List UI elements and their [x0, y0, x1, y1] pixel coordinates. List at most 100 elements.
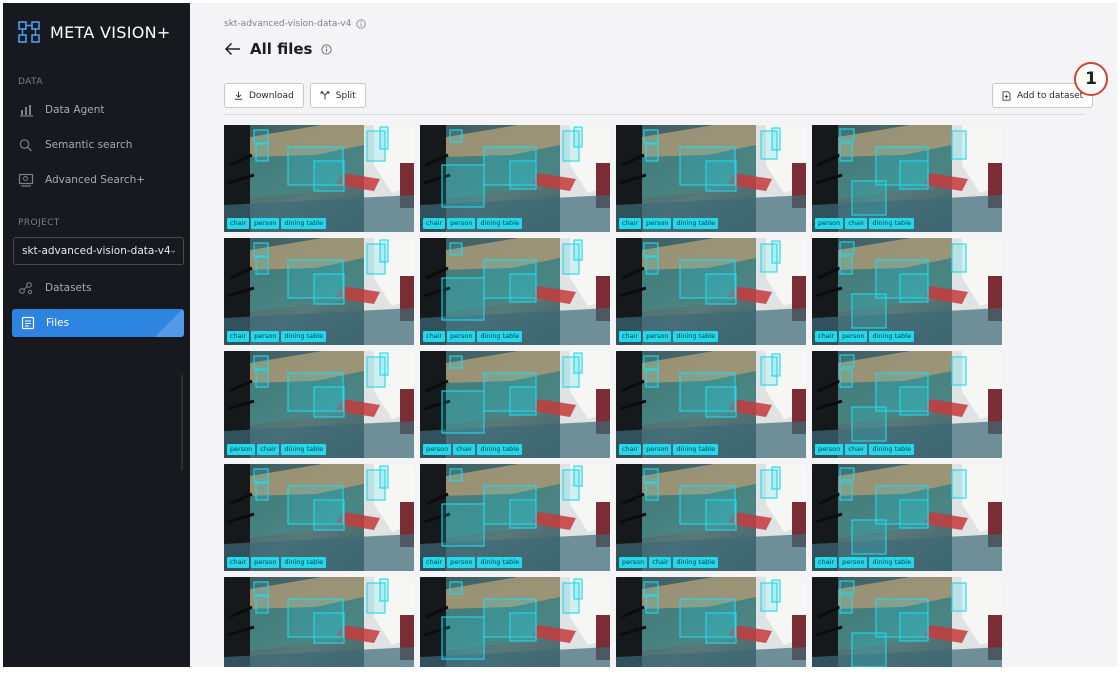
label-tag: person: [423, 444, 452, 455]
bounding-box: [379, 578, 389, 602]
label-tag: person: [643, 331, 672, 342]
chevron-down-icon: [170, 249, 175, 253]
file-thumbnail[interactable]: chair person dining table: [224, 125, 414, 232]
bounding-box: [951, 469, 967, 499]
bounding-box: [573, 578, 583, 600]
file-thumbnail[interactable]: [812, 577, 1002, 667]
main-content: skt-advanced-vision-data-v4 All files: [190, 3, 1117, 667]
split-button[interactable]: Split: [309, 83, 366, 108]
sidebar-item-data-agent[interactable]: Data Agent: [18, 100, 105, 120]
file-thumbnail[interactable]: person chair dining table: [812, 351, 1002, 458]
sidebar-item-files[interactable]: Files: [12, 309, 184, 337]
label-tags: chair person dining table: [619, 331, 719, 342]
breadcrumb-project[interactable]: skt-advanced-vision-data-v4: [224, 19, 352, 29]
split-icon: [320, 91, 330, 100]
app-name: META VISION+: [50, 22, 171, 42]
bounding-box: [255, 594, 269, 614]
bounding-box: [875, 485, 929, 525]
file-thumbnail[interactable]: chair person dining table: [812, 238, 1002, 345]
label-tags: chair person dining table: [815, 557, 915, 568]
sidebar-scrollbar[interactable]: [181, 375, 183, 470]
label-tags: chair person dining table: [423, 218, 523, 229]
bounding-box: [875, 372, 929, 412]
bounding-box: [645, 594, 659, 614]
bounding-box: [951, 243, 967, 273]
title-row: All files: [224, 40, 333, 58]
bounding-box: [760, 356, 778, 386]
file-thumbnail[interactable]: chair person dining table: [616, 125, 806, 232]
bounding-box: [313, 273, 345, 305]
bounding-box: [449, 355, 463, 369]
info-icon[interactable]: [356, 19, 367, 29]
bounding-box: [679, 146, 736, 186]
sidebar-item-advanced-search[interactable]: Advanced Search+: [18, 170, 145, 190]
thumbnail-image: [812, 351, 1002, 458]
file-thumbnail[interactable]: chair person dining table: [812, 464, 1002, 571]
label-tags: chair person dining table: [227, 557, 327, 568]
label-tags: person chair dining table: [227, 444, 327, 455]
bounding-box: [313, 160, 345, 192]
file-thumbnail[interactable]: chair person dining table: [224, 238, 414, 345]
file-thumbnail[interactable]: chair person dining table: [420, 125, 610, 232]
thumbnail-image: [224, 464, 414, 571]
bounding-box: [760, 469, 778, 499]
file-thumbnail[interactable]: [224, 577, 414, 667]
bounding-box: [379, 465, 389, 489]
bounding-box: [951, 356, 967, 386]
bounding-box: [851, 519, 887, 555]
file-thumbnail[interactable]: person chair dining table: [420, 351, 610, 458]
file-thumbnail[interactable]: chair person dining table: [420, 464, 610, 571]
bounding-box: [899, 612, 929, 642]
bounding-box: [643, 355, 659, 371]
label-tag: dining table: [477, 557, 523, 568]
label-tag: dining table: [673, 218, 719, 229]
label-tag: chair: [453, 444, 476, 455]
info-icon[interactable]: [321, 43, 333, 55]
file-thumbnail[interactable]: [420, 577, 610, 667]
label-tag: dining table: [477, 331, 523, 342]
download-button[interactable]: Download: [224, 83, 304, 108]
bounding-box: [679, 598, 736, 638]
file-thumbnail[interactable]: chair person dining table: [224, 464, 414, 571]
bounding-box: [441, 390, 485, 434]
sidebar-item-datasets[interactable]: Datasets: [18, 278, 92, 298]
bounding-box: [449, 242, 463, 256]
bounding-box: [379, 352, 389, 376]
bounding-box: [705, 386, 737, 418]
back-arrow-icon[interactable]: [224, 42, 241, 56]
file-thumbnail[interactable]: person chair dining table: [812, 125, 1002, 232]
thumbnail-image: [616, 464, 806, 571]
bounding-box: [441, 164, 485, 208]
bounding-box: [899, 273, 929, 303]
bounding-box: [679, 259, 736, 299]
thumbnail-image: [420, 351, 610, 458]
project-select[interactable]: skt-advanced-vision-data-v4: [13, 237, 184, 265]
label-tag: chair: [845, 218, 868, 229]
bounding-box: [771, 240, 781, 264]
file-thumbnail[interactable]: chair person dining table: [420, 238, 610, 345]
bounding-box: [287, 485, 344, 525]
app-window: META VISION+ DATA Data Agent Semantic se…: [3, 3, 1117, 667]
bounding-box: [839, 594, 853, 614]
label-tags: chair person dining table: [423, 557, 523, 568]
bounding-box: [839, 241, 855, 255]
label-tag: dining table: [673, 444, 719, 455]
bounding-box: [441, 503, 485, 547]
bounding-box: [839, 128, 855, 142]
logo[interactable]: META VISION+: [18, 21, 171, 43]
file-thumbnail[interactable]: chair person dining table: [616, 351, 806, 458]
file-thumbnail[interactable]: person chair dining table: [616, 464, 806, 571]
active-highlight: [154, 309, 184, 337]
bounding-box: [839, 467, 855, 481]
sidebar-item-label: Advanced Search+: [45, 174, 146, 186]
bounding-box: [441, 277, 485, 321]
bounding-box: [851, 180, 887, 216]
label-tag: chair: [815, 331, 838, 342]
bounding-box: [705, 273, 737, 305]
sidebar-item-semantic-search[interactable]: Semantic search: [18, 135, 132, 155]
bounding-box: [509, 160, 537, 190]
file-thumbnail[interactable]: [616, 577, 806, 667]
file-thumbnail[interactable]: chair person dining table: [616, 238, 806, 345]
bounding-box: [951, 582, 967, 612]
file-thumbnail[interactable]: person chair dining table: [224, 351, 414, 458]
